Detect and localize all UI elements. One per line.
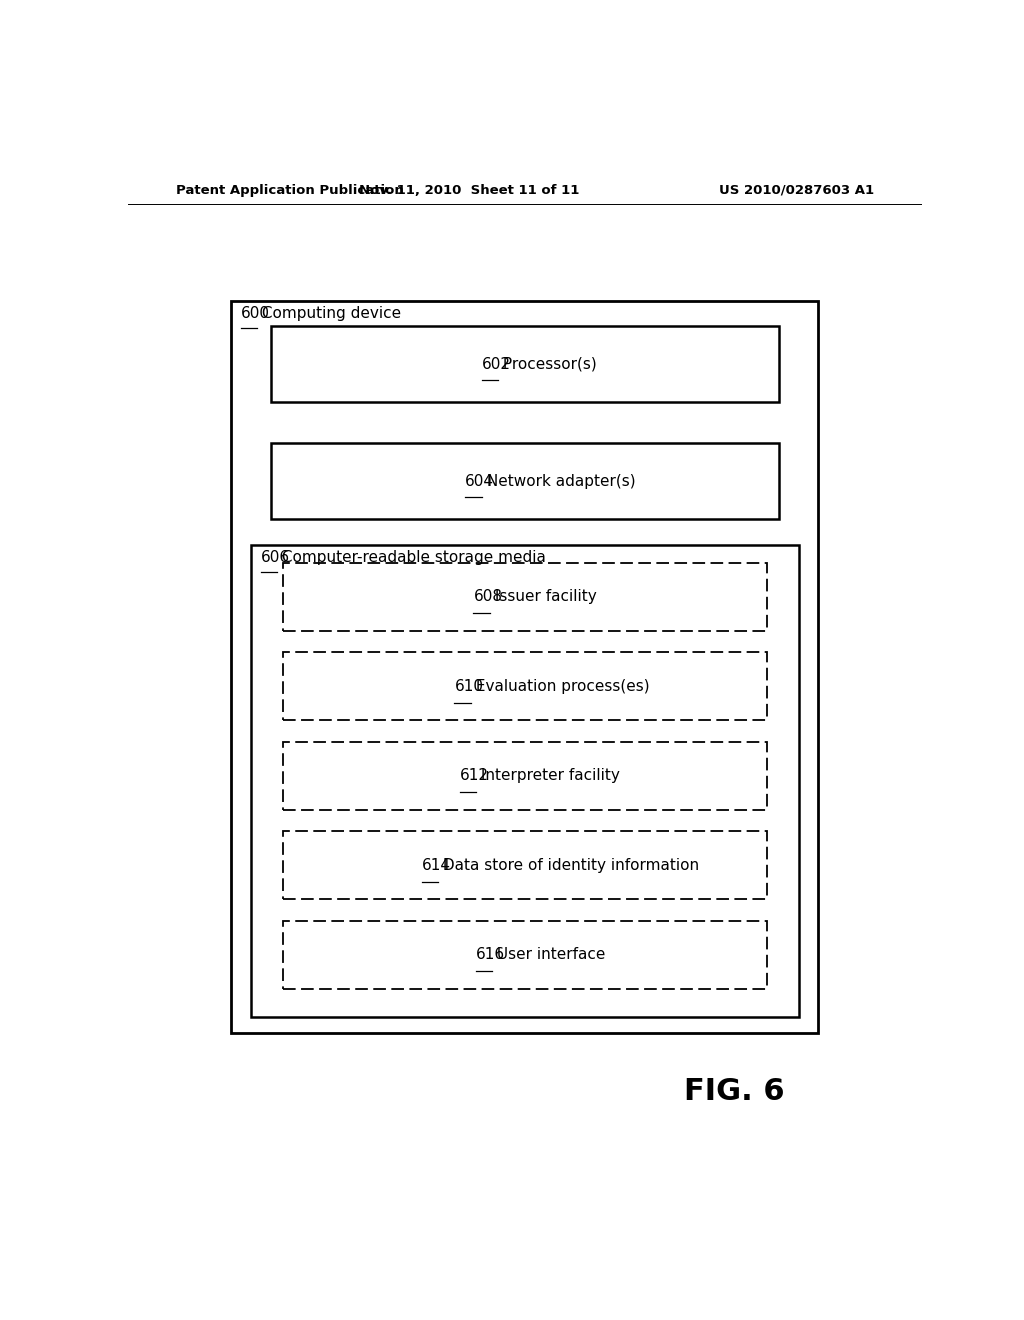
Text: 606: 606 (260, 549, 290, 565)
Text: User interface: User interface (493, 948, 606, 962)
Text: Evaluation process(es): Evaluation process(es) (471, 678, 649, 694)
Text: Data store of identity information: Data store of identity information (438, 858, 699, 873)
Text: Network adapter(s): Network adapter(s) (481, 474, 635, 488)
Text: FIG. 6: FIG. 6 (684, 1077, 784, 1106)
Text: 608: 608 (473, 590, 503, 605)
Text: 604: 604 (465, 474, 495, 488)
Text: Processor(s): Processor(s) (498, 356, 597, 372)
Text: 600: 600 (241, 306, 269, 321)
Bar (283, 742, 767, 810)
Bar (270, 444, 779, 519)
Text: Interpreter facility: Interpreter facility (476, 768, 620, 783)
Text: Computer-readable storage media: Computer-readable storage media (276, 549, 546, 565)
Text: Nov. 11, 2010  Sheet 11 of 11: Nov. 11, 2010 Sheet 11 of 11 (359, 183, 580, 197)
Text: 610: 610 (455, 678, 483, 694)
Text: 616: 616 (476, 948, 505, 962)
Bar (283, 921, 767, 989)
Text: Issuer facility: Issuer facility (489, 590, 596, 605)
Bar (283, 832, 767, 899)
Bar (270, 326, 779, 403)
Text: Computing device: Computing device (257, 306, 401, 321)
Text: US 2010/0287603 A1: US 2010/0287603 A1 (719, 183, 873, 197)
Text: 602: 602 (481, 356, 511, 372)
Bar (283, 562, 767, 631)
Text: 614: 614 (422, 858, 451, 873)
Bar (251, 545, 799, 1018)
Text: 612: 612 (460, 768, 488, 783)
Bar (283, 652, 767, 721)
Text: Patent Application Publication: Patent Application Publication (176, 183, 403, 197)
Bar (231, 301, 818, 1032)
